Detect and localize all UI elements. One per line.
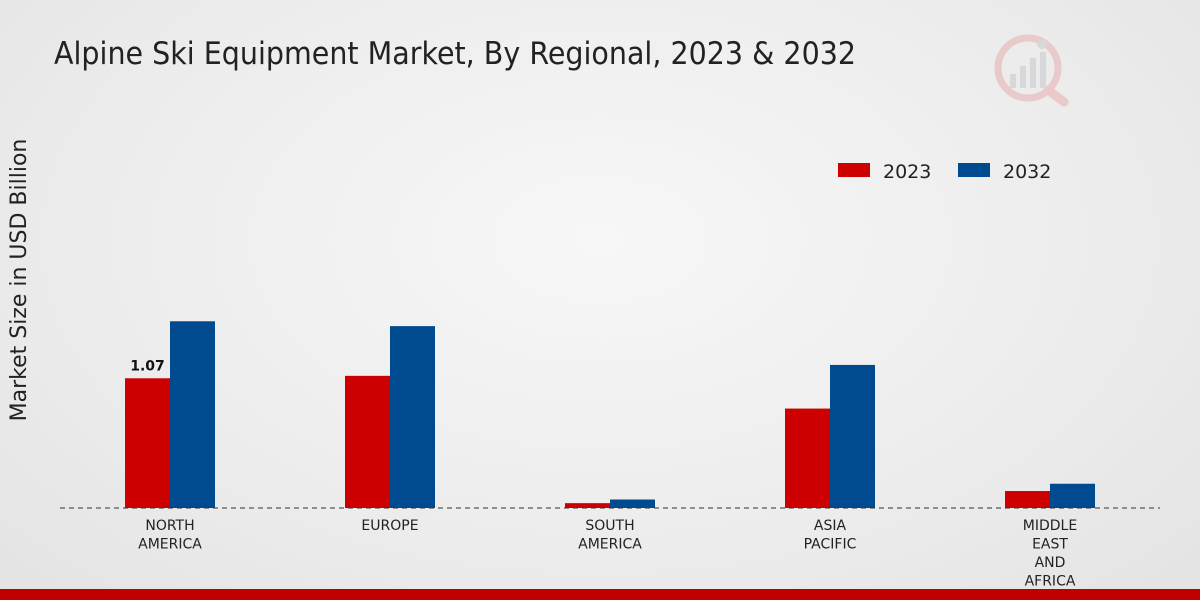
chart-title: Alpine Ski Equipment Market, By Regional… [54,36,857,72]
legend-label-2023: 2023 [883,161,931,183]
bar-2032-4 [1050,483,1095,508]
x-tick-label-2: SOUTH AMERICA [578,518,642,553]
bar-2023-3 [785,408,830,508]
footer-accent-bar [0,589,1200,600]
data-label-0: 1.07 [130,358,165,374]
legend-swatch-2023 [838,163,870,177]
legend-label-2032: 2032 [1003,161,1051,183]
brand-logo-icon [992,30,1072,114]
bar-2023-2 [565,503,610,508]
legend: 2023 2032 [838,161,1051,183]
bar-2023-4 [1005,491,1050,508]
y-axis-label: Market Size in USD Billion [7,139,32,422]
legend-swatch-2032 [958,163,990,177]
x-tick-labels: NORTH AMERICA EUROPE SOUTH AMERICA ASIA PACIFI… [138,518,1077,590]
bars-group [125,321,1095,508]
bar-2023-0 [125,378,170,508]
bar-2032-2 [610,499,655,508]
x-tick-label-3: ASIA PACIFIC [804,518,857,553]
x-tick-label-4: MIDDLE EAST AND AFRICA [1023,518,1077,590]
bar-2032-1 [390,326,435,508]
x-tick-label-0: NORTH AMERICA [138,518,202,553]
bar-2023-1 [345,375,390,508]
bar-2032-3 [830,364,875,508]
data-labels: 1.07 [130,358,165,374]
x-tick-label-1: EUROPE [361,518,418,534]
bar-2032-0 [170,321,215,508]
